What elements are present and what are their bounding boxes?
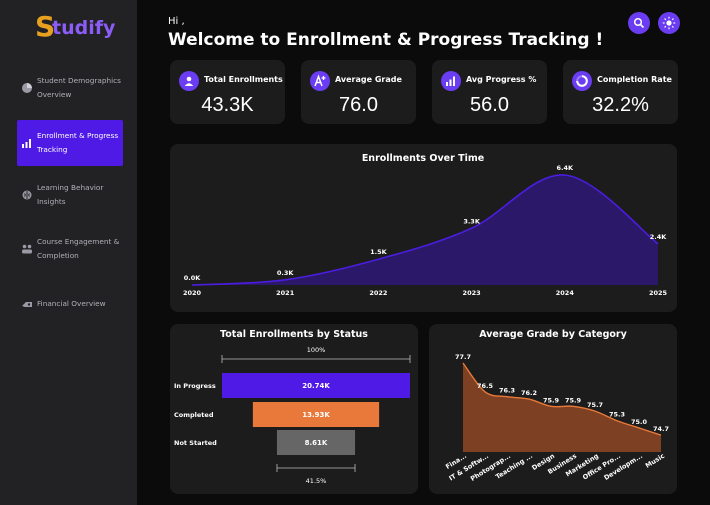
sidebar-item-label: Financial Overview xyxy=(37,299,106,308)
x-tick-label: 2022 xyxy=(369,289,387,297)
chart-title: Average Grade by Category xyxy=(479,329,627,340)
people-icon xyxy=(20,242,34,256)
sidebar-item-label: Learning Behavior xyxy=(37,183,104,192)
sidebar-item-label: Student Demographics xyxy=(37,76,121,85)
x-tick-label: 2021 xyxy=(276,289,295,297)
average-grade-by-category-chart: Average Grade by Category 77.7Fina...76.… xyxy=(444,329,669,483)
brain-icon xyxy=(20,188,34,202)
sidebar-item-label: Insights xyxy=(37,197,66,206)
app-logo: S tudify xyxy=(35,10,130,43)
kpi-value: 56.0 xyxy=(470,94,509,116)
data-label: 75.9 xyxy=(565,396,582,404)
money-icon xyxy=(20,297,34,311)
sidebar-item-label: Overview xyxy=(37,90,72,99)
kpi-card-average-grade: Average Grade 76.0 xyxy=(301,60,416,124)
bar-value-label: 13.93K xyxy=(302,411,330,419)
data-label: 6.4K xyxy=(557,164,575,172)
logo-text: tudify xyxy=(52,17,116,39)
kpi-label: Total Enrollments xyxy=(204,75,283,84)
data-label: 75.9 xyxy=(543,396,560,404)
x-tick-label: 2025 xyxy=(649,289,668,297)
enrollments-over-time-chart: Enrollments Over Time 0.0K 2020 0.3K 2021 1.… xyxy=(183,153,668,297)
data-label: 74.7 xyxy=(653,425,669,433)
grade-area xyxy=(463,363,661,452)
kpi-value: 76.0 xyxy=(339,94,378,116)
category-label: Completed xyxy=(174,411,214,419)
progress-bars-icon xyxy=(441,71,461,91)
kpi-value: 32.2% xyxy=(592,94,649,116)
kpi-label: Average Grade xyxy=(335,75,402,84)
kpi-card-completion-rate: Completion Rate 32.2% xyxy=(563,60,678,124)
data-label: 76.5 xyxy=(477,382,494,390)
data-label: 1.5K xyxy=(370,248,388,256)
funnel-bottom-percent: 41.5% xyxy=(306,477,327,485)
kpi-card-avg-progress: Avg Progress % 56.0 xyxy=(432,60,547,124)
kpi-label: Completion Rate xyxy=(597,75,672,84)
pie-chart-icon xyxy=(20,81,34,95)
data-label: 0.3K xyxy=(277,269,295,277)
sidebar-item-student-demographics[interactable]: Student Demographics Overview xyxy=(17,74,123,102)
sidebar-item-course-engagement[interactable]: Course Engagement & Completion xyxy=(17,235,123,263)
funnel-bar xyxy=(252,402,380,427)
chart-title: Enrollments Over Time xyxy=(362,153,484,164)
category-label: Not Started xyxy=(174,439,217,447)
sidebar-item-financial-overview[interactable]: Financial Overview xyxy=(17,296,123,312)
data-label: 75.7 xyxy=(587,401,603,409)
kpi-value: 43.3K xyxy=(201,94,254,116)
funnel-top-percent: 100% xyxy=(307,346,326,354)
sidebar-item-label: Completion xyxy=(37,251,79,260)
grade-a-plus-icon xyxy=(310,71,330,91)
search-icon xyxy=(633,17,645,29)
data-label: 77.7 xyxy=(455,353,471,361)
x-tick-label: 2023 xyxy=(463,289,481,297)
sidebar-item-enrollment-progress[interactable]: Enrollment & Progress Tracking xyxy=(17,120,123,166)
data-label: 76.2 xyxy=(521,389,537,397)
logo-initial: S xyxy=(35,10,56,43)
x-tick-label: Music xyxy=(644,452,666,470)
x-tick-label: 2024 xyxy=(556,289,575,297)
chart-title: Total Enrollments by Status xyxy=(220,329,368,340)
sidebar-item-label: Tracking xyxy=(37,145,68,154)
circle-progress-icon xyxy=(572,71,592,91)
data-label: 75.0 xyxy=(631,418,648,426)
category-label: In Progress xyxy=(174,382,216,390)
enrollments-line xyxy=(191,174,659,286)
sidebar-item-label: Course Engagement & xyxy=(37,237,120,246)
sidebar: S tudify Student Demographics Overview En… xyxy=(0,0,137,505)
theme-toggle-button[interactable] xyxy=(658,12,680,34)
funnel-bar xyxy=(222,373,410,398)
kpi-card-total-enrollments: Total Enrollments 43.3K xyxy=(170,60,285,124)
enrollments-by-status-panel: Total Enrollments by Status 100% 41.5% 2… xyxy=(170,324,418,494)
data-label: 76.3 xyxy=(499,387,515,395)
enrollments-area xyxy=(192,174,658,285)
data-label: 3.3K xyxy=(463,217,481,225)
enrollments-by-status-chart: Total Enrollments by Status 100% 41.5% 2… xyxy=(174,329,411,485)
funnel-bar xyxy=(276,430,356,455)
average-grade-by-category-panel: Average Grade by Category 77.7 Fina... 76.… xyxy=(429,324,677,494)
bar-value-label: 8.61K xyxy=(305,439,328,447)
data-label: 75.3 xyxy=(609,411,625,419)
sidebar-item-label: Enrollment & Progress xyxy=(37,131,119,140)
grade-line xyxy=(462,362,662,436)
sun-icon xyxy=(662,16,676,30)
enrollments-over-time-panel: Enrollments Over Time 0.0K 2020 0.3K 2021 1.… xyxy=(170,144,677,312)
sidebar-item-learning-behavior[interactable]: Learning Behavior Insights xyxy=(17,181,123,209)
bar-value-label: 20.74K xyxy=(302,382,330,390)
search-button[interactable] xyxy=(628,12,650,34)
bar-chart-icon xyxy=(20,136,34,150)
data-label: 2.4K xyxy=(650,233,668,241)
page-title: Welcome to Enrollment & Progress Trackin… xyxy=(168,30,604,50)
data-label: 0.0K xyxy=(184,274,202,282)
user-icon xyxy=(179,71,199,91)
x-tick-label: 2020 xyxy=(183,289,202,297)
kpi-label: Avg Progress % xyxy=(466,75,537,84)
greeting: Hi , xyxy=(168,16,185,27)
